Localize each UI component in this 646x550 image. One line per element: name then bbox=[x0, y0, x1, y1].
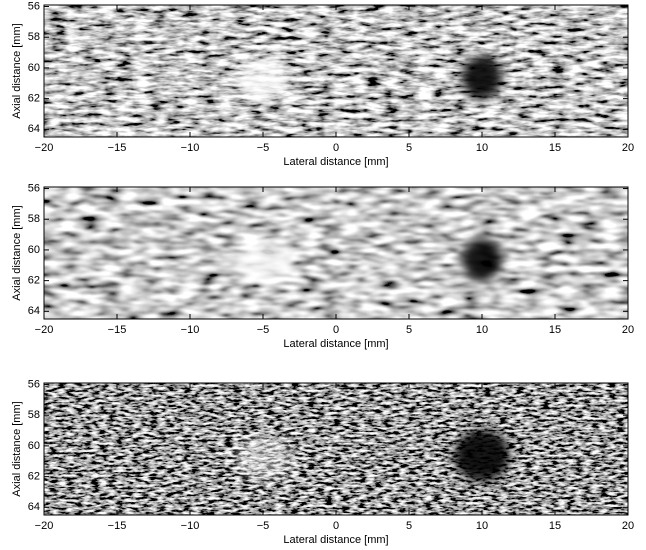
x-tick-label: −20 bbox=[35, 142, 54, 154]
image bbox=[44, 5, 628, 137]
y-tick-label: 58 bbox=[28, 31, 40, 43]
x-tick-label: 20 bbox=[622, 324, 634, 336]
speckle bbox=[44, 187, 628, 319]
x-axis-label: Lateral distance [mm] bbox=[283, 338, 388, 350]
x-tick-label: −15 bbox=[108, 142, 127, 154]
y-tick-label: 62 bbox=[28, 93, 40, 105]
y-tick-label: 62 bbox=[28, 275, 40, 287]
y-tick-label: 62 bbox=[28, 471, 40, 483]
y-axis-label: Axial distance [mm] bbox=[11, 205, 23, 300]
y-axis-label: Axial distance [mm] bbox=[11, 23, 23, 118]
bright-inclusion bbox=[235, 436, 291, 481]
x-axis-label: Lateral distance [mm] bbox=[283, 156, 388, 168]
speckle bbox=[44, 5, 628, 137]
x-tick-label: 0 bbox=[333, 520, 339, 532]
x-tick-label: 5 bbox=[406, 142, 412, 154]
y-tick-label: 56 bbox=[28, 182, 40, 194]
y-tick-label: 64 bbox=[28, 305, 40, 317]
x-tick-label: 5 bbox=[406, 324, 412, 336]
bright-inclusion bbox=[235, 240, 291, 285]
x-tick-label: 10 bbox=[476, 324, 488, 336]
y-axis-label: Axial distance [mm] bbox=[11, 401, 23, 496]
x-tick-label: −5 bbox=[257, 324, 270, 336]
x-tick-label: −5 bbox=[257, 520, 270, 532]
panel: −20 −15 −10 −5 0 5 10 15 20 56 58 60 62 64 Lateral dis… bbox=[11, 182, 634, 349]
x-tick-label: −5 bbox=[257, 142, 270, 154]
speckle bbox=[44, 383, 628, 515]
y-tick-label: 60 bbox=[28, 244, 40, 256]
x-axis-label: Lateral distance [mm] bbox=[283, 534, 388, 546]
panel: −20 −15 −10 −5 0 5 10 15 20 56 58 60 62 64 Lateral dis… bbox=[11, 378, 634, 545]
bright-inclusion bbox=[235, 58, 291, 103]
x-tick-label: −10 bbox=[181, 324, 200, 336]
x-tick-label: 10 bbox=[476, 142, 488, 154]
x-tick-label: 20 bbox=[622, 520, 634, 532]
y-tick-label: 64 bbox=[28, 501, 40, 513]
x-tick-label: 20 bbox=[622, 142, 634, 154]
x-tick-label: 0 bbox=[333, 142, 339, 154]
dark-inclusion bbox=[454, 429, 510, 482]
x-tick-label: 0 bbox=[333, 324, 339, 336]
y-tick-label: 58 bbox=[28, 213, 40, 225]
x-tick-label: 15 bbox=[549, 142, 561, 154]
x-tick-label: −15 bbox=[108, 324, 127, 336]
image bbox=[44, 383, 628, 515]
y-tick-label: 58 bbox=[28, 409, 40, 421]
y-tick-label: 64 bbox=[28, 123, 40, 135]
x-tick-label: −20 bbox=[35, 324, 54, 336]
x-tick-label: 15 bbox=[549, 520, 561, 532]
y-tick-label: 60 bbox=[28, 62, 40, 74]
dark-inclusion bbox=[462, 237, 502, 282]
x-tick-label: −20 bbox=[35, 520, 54, 532]
x-tick-label: 10 bbox=[476, 520, 488, 532]
panel: −20 −15 −10 −5 0 5 10 15 20 56 58 60 62 64 Lateral dis… bbox=[11, 0, 634, 167]
image bbox=[44, 187, 628, 319]
y-tick-label: 60 bbox=[28, 440, 40, 452]
dark-inclusion bbox=[462, 55, 502, 100]
x-tick-label: −10 bbox=[181, 520, 200, 532]
y-tick-label: 56 bbox=[28, 0, 40, 12]
x-tick-label: 5 bbox=[406, 520, 412, 532]
y-tick-label: 56 bbox=[28, 378, 40, 390]
x-tick-label: −15 bbox=[108, 520, 127, 532]
x-tick-label: −10 bbox=[181, 142, 200, 154]
x-tick-label: 15 bbox=[549, 324, 561, 336]
